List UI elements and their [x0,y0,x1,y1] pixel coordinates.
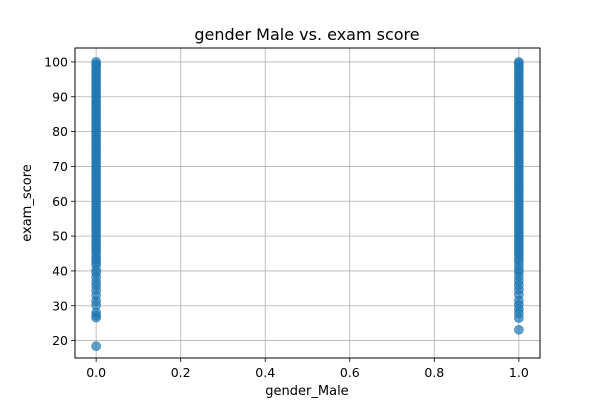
chart-title: gender Male vs. exam score [194,25,419,44]
plot-frame [74,47,541,359]
x-tick-label: 0.4 [255,365,275,380]
data-point [91,57,101,67]
y-tick-label: 60 [52,194,68,209]
y-axis-ticks: 20 30 40 50 60 70 80 90 100 [44,54,75,348]
y-tick-label: 90 [52,89,68,104]
y-tick-label: 30 [52,298,68,313]
x-tick-label: 0.0 [86,365,106,380]
data-points [91,57,524,351]
data-point [514,57,524,67]
x-axis-ticks: 0.0 0.2 0.4 0.6 0.8 1.0 [86,358,529,380]
x-axis-label: gender_Male [265,384,348,399]
x-tick-label: 0.8 [424,365,444,380]
x-tick-label: 1.0 [509,365,529,380]
y-tick-label: 70 [52,159,68,174]
y-tick-label: 50 [52,229,68,244]
x-tick-label: 0.6 [340,365,360,380]
y-tick-label: 20 [52,333,68,348]
data-point [91,341,101,351]
data-point [514,324,524,335]
y-tick-label: 80 [52,124,68,139]
x-tick-label: 0.2 [171,365,191,380]
y-tick-label: 40 [52,263,68,278]
y-axis-label: exam_score [20,164,35,242]
y-tick-label: 100 [44,54,68,69]
